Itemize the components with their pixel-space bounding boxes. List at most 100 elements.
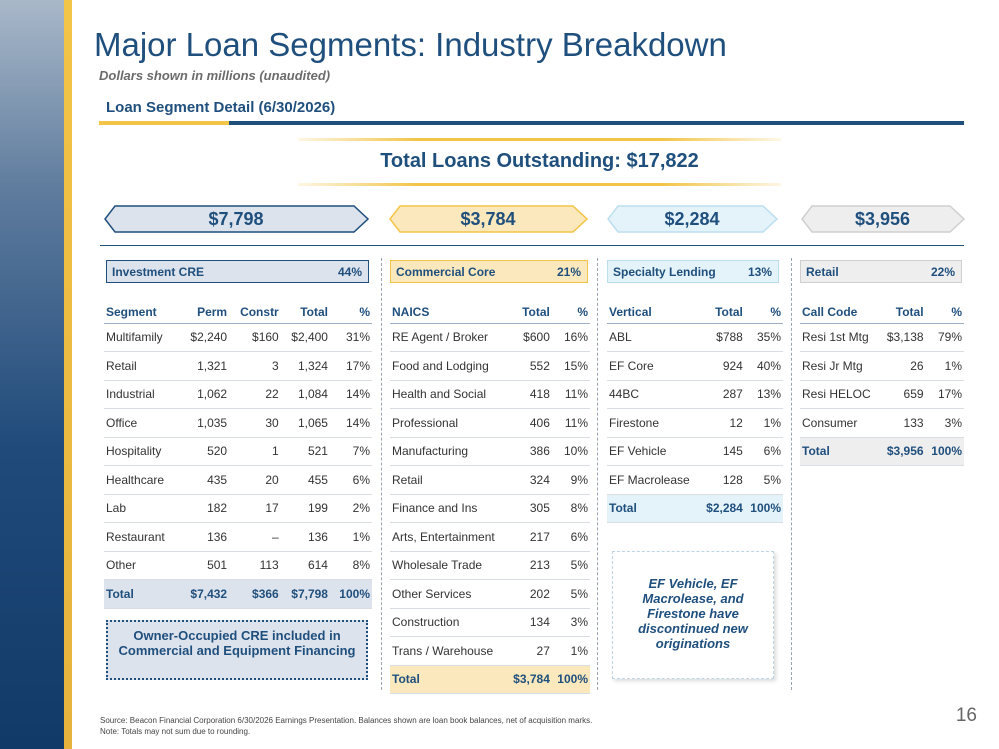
table-cell: 1,035 [179,408,230,438]
column-header: Perm [179,301,230,324]
table-row: Office 1,035 30 1,065 14% [104,408,372,438]
table-cell: 100% [925,437,964,466]
table-cell: 213 [507,551,552,580]
table-row: ABL $788 35% [607,323,783,352]
total-band-top-rule [298,138,781,141]
table-row: Resi Jr Mtg 26 1% [800,351,964,381]
table-cell: 35% [744,323,783,352]
table-cell: 15% [551,351,590,381]
table-cell: 1,065 [280,408,330,438]
table-cell: 11% [551,380,590,409]
table-cell: 455 [280,465,330,495]
table-row: Healthcare 435 20 455 6% [104,465,372,495]
table-cell: $3,784 [507,665,552,694]
segment-header-cre: Investment CRE 44% [106,260,369,283]
table-row: Industrial 1,062 22 1,084 14% [104,380,372,409]
table-row: Trans / Warehouse 27 1% [390,636,590,666]
table-cell: 1% [925,351,964,381]
table-cell: 418 [507,380,552,409]
table-cell: 520 [179,437,230,466]
table-cell: 1,084 [280,380,330,409]
table-cell: 14% [329,380,372,409]
table-cell: 6% [551,522,590,552]
table-cell: 44BC [607,380,701,409]
table-cell: Finance and Ins [390,494,508,523]
table-cell: $2,284 [700,494,745,523]
table-cell: Multifamily [104,323,180,352]
segment-name: Retail [806,265,839,279]
table-cell: – [229,522,281,552]
table-cell: $788 [700,323,745,352]
table-row: EF Macrolease 128 5% [607,465,783,495]
table-cell: 13% [744,380,783,409]
table-cell: $160 [229,323,281,352]
table-total-row: Total $3,784 100% [390,665,590,694]
header-divider [100,245,964,246]
table-cell: 501 [179,551,230,580]
table-cell: 199 [280,494,330,523]
table-row: RE Agent / Broker $600 16% [390,323,590,352]
table-cell: 17% [925,380,964,409]
table-cell: EF Core [607,351,701,381]
table-cell: 30 [229,408,281,438]
ef-discontinued-note: EF Vehicle, EF Macrolease, and Firestone… [612,551,774,679]
arrow-shape [104,205,369,233]
table-cell: 435 [179,465,230,495]
table-cell: 1,324 [280,351,330,381]
column-header: NAICS [390,301,508,324]
table-cell: 386 [507,437,552,466]
arrow-shape [801,205,965,233]
table-cell: 1,062 [179,380,230,409]
section-rule-gold [99,121,229,125]
table-row: Arts, Entertainment 217 6% [390,522,590,552]
table-header-row: Call Code Total% [800,301,964,324]
table-cell: 100% [744,494,783,523]
table-cell: Health and Social [390,380,508,409]
table-cell: 40% [744,351,783,381]
table-header-row: Segment Perm Constr Total% [104,301,372,324]
table-row: Construction 134 3% [390,608,590,637]
table-cell: 128 [700,465,745,495]
table-cell: 1% [551,636,590,666]
table-cell: Retail [104,351,180,381]
table-cell: Hospitality [104,437,180,466]
table-cell: EF Macrolease [607,465,701,495]
table-cell: 305 [507,494,552,523]
table-cell: 3% [551,608,590,637]
column-header: Constr [229,301,281,324]
table-row: Manufacturing 386 10% [390,437,590,466]
table-cell: Other [104,551,180,580]
table-header-row: NAICS Total% [390,301,590,324]
table-cell: Total [800,437,881,466]
table-cell: 136 [280,522,330,552]
table-cell: Restaurant [104,522,180,552]
table-cell: Other Services [390,579,508,609]
column-divider [791,258,792,690]
table-cell: 521 [280,437,330,466]
table-row: Wholesale Trade 213 5% [390,551,590,580]
table-cell: Arts, Entertainment [390,522,508,552]
table-row: Multifamily $2,240 $160 $2,400 31% [104,323,372,352]
table-cell: 552 [507,351,552,381]
segment-header-specialty: Specialty Lending 13% [607,260,779,283]
segment-pct: 22% [930,265,955,279]
table-row: Resi 1st Mtg $3,138 79% [800,323,964,352]
table-total-row: Total $7,432 $366 $7,798 100% [104,579,372,609]
table-cell: 7% [329,437,372,466]
table-cell: Construction [390,608,508,637]
table-row: Professional 406 11% [390,408,590,438]
table-cell: Wholesale Trade [390,551,508,580]
table-cell: 182 [179,494,230,523]
column-header: Total [700,301,745,324]
segment-header-commercial: Commercial Core 21% [390,260,588,283]
table-cell: Manufacturing [390,437,508,466]
page-number: 16 [955,705,977,726]
total-band-bottom-rule [298,183,781,186]
specialty-lending-table: Vertical Total% ABL $788 35% EF Core 924 40% 44B… [607,301,783,523]
table-cell: 406 [507,408,552,438]
table-cell: 5% [744,465,783,495]
table-cell: Healthcare [104,465,180,495]
arrow-value: $3,784 [460,209,516,229]
table-cell: Total [607,494,701,523]
table-cell: 6% [744,437,783,466]
